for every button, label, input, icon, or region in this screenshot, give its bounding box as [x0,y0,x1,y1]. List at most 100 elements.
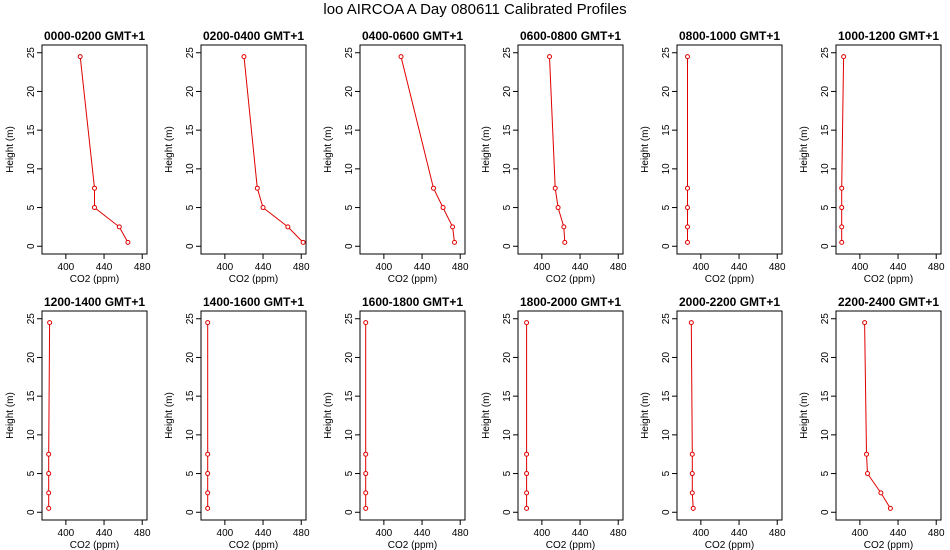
y-tick-label: 25 [344,313,355,325]
chart-title: 2200-2400 GMT+1 [838,295,939,309]
data-point [205,471,211,477]
data-point [524,451,530,457]
y-tick-label: 20 [661,351,672,363]
x-tick-label: 400 [534,262,551,273]
y-tick-label: 0 [661,243,672,249]
chart-title: 0400-0600 GMT+1 [362,29,463,43]
y-tick-label: 15 [26,390,37,402]
y-tick-label: 10 [661,163,672,175]
chart-title: 1400-1600 GMT+1 [203,295,304,309]
plot-frame [835,44,942,255]
y-tick-label: 5 [185,204,196,210]
x-tick-label: 440 [255,262,272,273]
x-tick-label: 400 [217,262,234,273]
x-axis-label: CO2 (ppm) [70,274,119,285]
data-point [689,490,695,496]
plot-frame [200,44,307,255]
x-tick-label: 440 [731,262,748,273]
x-tick-label: 400 [693,528,710,539]
x-axis-label: CO2 (ppm) [546,540,595,550]
y-tick-label: 0 [185,509,196,515]
y-tick-label: 5 [26,470,37,476]
x-axis-label: CO2 (ppm) [70,540,119,550]
plot-frame [517,310,624,521]
y-tick-label: 25 [661,47,672,59]
y-tick-label: 25 [502,313,513,325]
y-tick-label: 5 [344,470,355,476]
x-axis-label: CO2 (ppm) [705,274,754,285]
page-title: loo AIRCOA A Day 080611 Calibrated Profi… [323,1,627,18]
x-tick-label: 480 [452,262,469,273]
chart-title: 0600-0800 GMT+1 [520,29,621,43]
profile-chart: 0600-0800 GMT+1 400 440 480 0 5 10 15 20 25 CO2 (p… [481,29,627,285]
data-point [561,224,567,230]
data-point [841,54,847,60]
x-tick-label: 440 [96,528,113,539]
y-axis-label: Height (m) [164,126,175,173]
data-point [862,320,868,326]
y-tick-label: 15 [185,390,196,402]
plot-frame [41,310,148,521]
chart-title: 0200-0400 GMT+1 [203,29,304,43]
data-point [92,205,97,211]
y-tick-label: 25 [820,313,831,325]
data-point [552,185,558,191]
y-axis-label: Height (m) [799,392,810,439]
data-point [363,320,369,326]
y-tick-label: 15 [344,124,355,136]
data-point [92,185,97,191]
chart-title: 1600-1800 GMT+1 [362,295,463,309]
chart-title: 2000-2200 GMT+1 [679,295,780,309]
data-point [125,239,131,245]
profile-chart: 0800-1000 GMT+1 400 440 480 0 5 10 15 20 25 CO2 (p… [640,29,786,285]
data-point [363,471,369,477]
data-point [524,471,530,477]
data-point [839,185,845,191]
plot-frame [835,310,942,521]
plot-frame [676,310,783,521]
y-tick-label: 0 [26,243,37,249]
y-tick-label: 15 [502,390,513,402]
data-point [205,320,211,326]
data-point [46,471,52,477]
y-tick-label: 5 [661,204,672,210]
x-tick-label: 400 [217,528,234,539]
plot-frame [200,310,307,521]
profile-chart: 0200-0400 GMT+1 400 440 480 0 5 10 15 20 25 CO2 (p… [164,29,310,285]
y-axis-label: Height (m) [640,126,651,173]
y-tick-label: 5 [820,204,831,210]
chart-title: 1000-1200 GMT+1 [838,29,939,43]
data-point [524,490,530,496]
x-tick-label: 480 [928,262,945,273]
x-tick-label: 440 [572,262,589,273]
y-tick-label: 0 [502,243,513,249]
x-axis-label: CO2 (ppm) [229,540,278,550]
y-tick-label: 10 [820,163,831,175]
profile-chart: 0400-0600 GMT+1 400 440 480 0 5 10 15 20 25 CO2 (p… [323,29,469,285]
y-tick-label: 15 [661,390,672,402]
y-tick-label: 25 [185,313,196,325]
y-tick-label: 25 [344,47,355,59]
series-line [841,56,845,243]
data-point [878,490,884,496]
x-tick-label: 480 [452,528,469,539]
y-tick-label: 10 [26,429,37,441]
chart-title: 1800-2000 GMT+1 [520,295,621,309]
data-point [689,451,695,457]
y-axis-label: Height (m) [640,392,651,439]
y-axis-label: Height (m) [5,392,16,439]
x-tick-label: 440 [890,528,907,539]
data-point [300,239,306,245]
y-tick-label: 0 [344,243,355,249]
data-point [839,224,845,230]
x-axis-label: CO2 (ppm) [705,540,754,550]
plot-frame [359,310,466,521]
profile-chart: 0000-0200 GMT+1 400 440 480 0 5 10 15 20 25 CO2 (p… [5,29,151,285]
y-tick-label: 20 [26,351,37,363]
x-tick-label: 400 [693,262,710,273]
x-tick-label: 480 [610,262,627,273]
x-axis-label: CO2 (ppm) [864,540,913,550]
data-point [547,54,552,60]
data-point [685,239,690,245]
y-tick-label: 10 [502,163,513,175]
